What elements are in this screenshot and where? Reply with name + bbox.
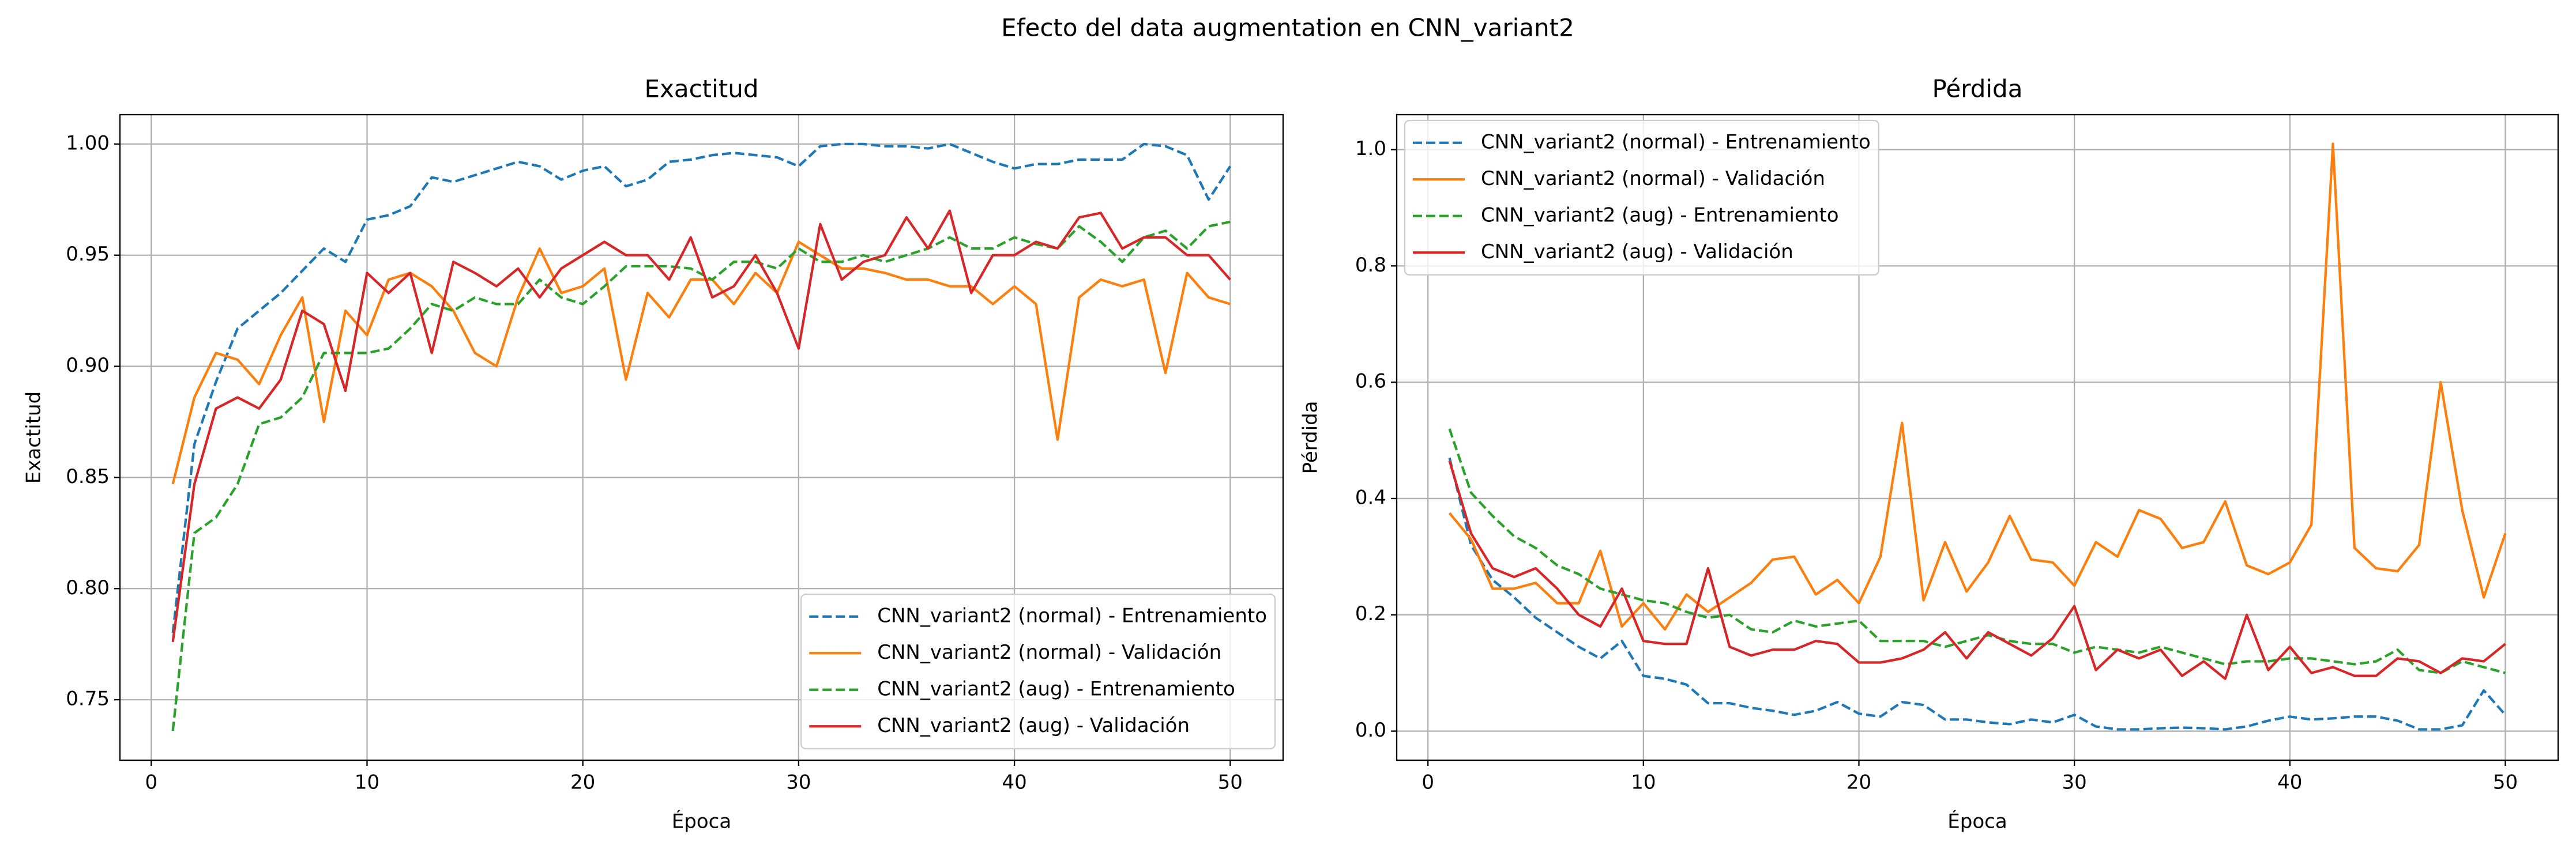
y-tick-label: 0.0 — [1355, 719, 1386, 742]
axes-frame — [119, 114, 1284, 761]
legend-label: CNN_variant2 (normal) - Validación — [1481, 167, 1825, 190]
y-tick-label: 0.4 — [1355, 486, 1386, 509]
y-tick-label: 0.75 — [66, 688, 110, 711]
chart-title: Exactitud — [644, 75, 758, 103]
y-tick-label: 1.00 — [66, 131, 110, 154]
figure-title: Efecto del data augmentation en CNN_vari… — [1001, 14, 1574, 42]
x-tick-label: 20 — [570, 771, 595, 794]
y-tick-label: 0.8 — [1355, 254, 1386, 277]
series-line — [171, 240, 1231, 485]
y-tick-label: 0.85 — [66, 465, 110, 488]
legend-label: CNN_variant2 (normal) - Entrenamiento — [877, 604, 1267, 627]
axes-frame — [1396, 114, 2559, 761]
y-tick-label: 0.80 — [66, 576, 110, 599]
legend-label: CNN_variant2 (normal) - Entrenamiento — [1481, 130, 1871, 153]
legend-label: CNN_variant2 (aug) - Validación — [1481, 240, 1793, 263]
chart-title: Pérdida — [1932, 75, 2023, 103]
x-tick-label: 40 — [2277, 771, 2302, 794]
x-tick-label: 10 — [355, 771, 379, 794]
x-tick-label: 30 — [2062, 771, 2087, 794]
y-tick-label: 1.0 — [1355, 137, 1386, 160]
y-axis-label: Exactitud — [22, 391, 46, 484]
legend-frame — [1404, 119, 1879, 276]
x-tick-label: 40 — [1002, 771, 1026, 794]
y-tick-label: 0.95 — [66, 243, 110, 266]
y-tick-label: 0.6 — [1355, 370, 1386, 393]
x-axis-label: Época — [672, 810, 731, 833]
x-tick-label: 30 — [786, 771, 811, 794]
legend-label: CNN_variant2 (aug) - Entrenamiento — [877, 677, 1235, 700]
y-axis-label: Pérdida — [1299, 401, 1322, 474]
legend-frame — [800, 593, 1276, 750]
series-line — [171, 142, 1232, 633]
series-line — [171, 209, 1231, 643]
chart: 0 10 20 30 40 50 0.0 0.2 0.4 0.6 0.8 1.0 Pérdida Époc… — [1299, 75, 2559, 833]
legend-label: CNN_variant2 (aug) - Entrenamiento — [1481, 203, 1839, 227]
legend-label: CNN_variant2 (normal) - Validación — [877, 641, 1221, 664]
chart: 0 10 20 30 40 50 0.75 0.80 0.85 0.90 0.95 1.00 Exact… — [22, 75, 1284, 833]
legend: CNN_variant2 (normal) - Entrenamiento CNN… — [1404, 119, 1879, 276]
legend-label: CNN_variant2 (aug) - Validación — [877, 714, 1190, 737]
series-line — [1448, 460, 2506, 680]
x-axis-label: Época — [1947, 810, 2007, 833]
x-tick-label: 50 — [2493, 771, 2518, 794]
x-tick-label: 0 — [1421, 771, 1434, 794]
legend: CNN_variant2 (normal) - Entrenamiento CNN… — [800, 593, 1276, 750]
x-tick-label: 50 — [1218, 771, 1243, 794]
x-tick-label: 0 — [145, 771, 157, 794]
y-tick-label: 0.2 — [1355, 602, 1386, 625]
series-line — [1448, 142, 2507, 631]
series-line — [1448, 457, 2507, 731]
y-tick-label: 0.90 — [66, 354, 110, 377]
x-tick-label: 10 — [1631, 771, 1656, 794]
x-tick-label: 20 — [1847, 771, 1871, 794]
